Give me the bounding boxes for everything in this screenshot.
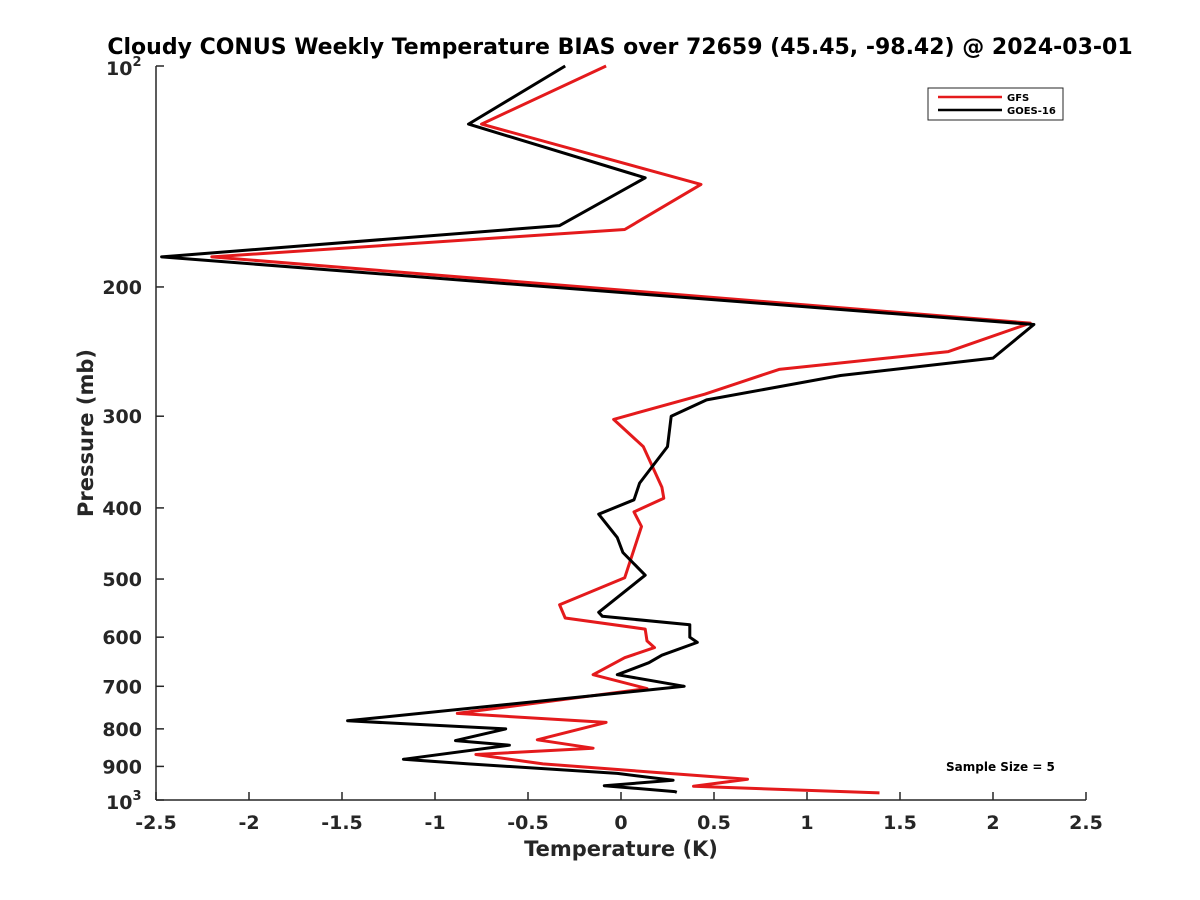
legend-box [927,87,1064,121]
x-tick-label: 2 [986,812,999,834]
x-tick-label: -2.5 [135,812,177,834]
y-tick-exponent: 3 [132,789,141,804]
x-tick-label: 1.5 [883,812,917,834]
x-tick-label: 2.5 [1069,812,1103,834]
x-tick-label: 1 [800,812,813,834]
chart-title: Cloudy CONUS Weekly Temperature BIAS ove… [107,35,1132,60]
y-tick-base: 10 [106,792,132,814]
x-tick-label: -2 [238,812,259,834]
y-tick-label: 400 [102,498,142,520]
legend: GFS GOES-16 [927,87,1064,121]
series-lines [160,64,1036,795]
y-tick-exponent: 2 [132,55,141,70]
x-tick-label: -1.5 [321,812,363,834]
x-ticks: -2.5 -2 -1.5 -1 -0.5 0 0.5 1 1.5 2 2.5 [135,792,1103,834]
series-line-gfs [210,64,1032,795]
series-line-goes16 [160,64,1036,794]
sample-size-annotation: Sample Size = 5 [946,760,1055,774]
plot-area: -2.5 -2 -1.5 -1 -0.5 0 0.5 1 1.5 2 2.5 10220030040… [102,55,1103,834]
legend-label-goes16: GOES-16 [1007,106,1056,117]
x-tick-label: 0 [614,812,627,834]
y-tick-label: 300 [102,406,142,428]
y-tick-label: 500 [102,569,142,591]
y-tick-label: 102 [106,55,142,80]
y-tick-base: 10 [106,58,132,80]
x-axis-label: Temperature (K) [524,837,718,861]
y-tick-label: 103 [106,789,142,814]
x-tick-label: -0.5 [507,812,549,834]
x-tick-label: 0.5 [697,812,731,834]
y-tick-label: 600 [102,627,142,649]
y-tick-label: 200 [102,277,142,299]
legend-label-gfs: GFS [1007,93,1029,104]
y-axis-label: Pressure (mb) [74,349,98,517]
x-tick-label: -1 [424,812,445,834]
y-tick-label: 700 [102,676,142,698]
y-tick-label: 900 [102,756,142,778]
y-tick-label: 800 [102,719,142,741]
